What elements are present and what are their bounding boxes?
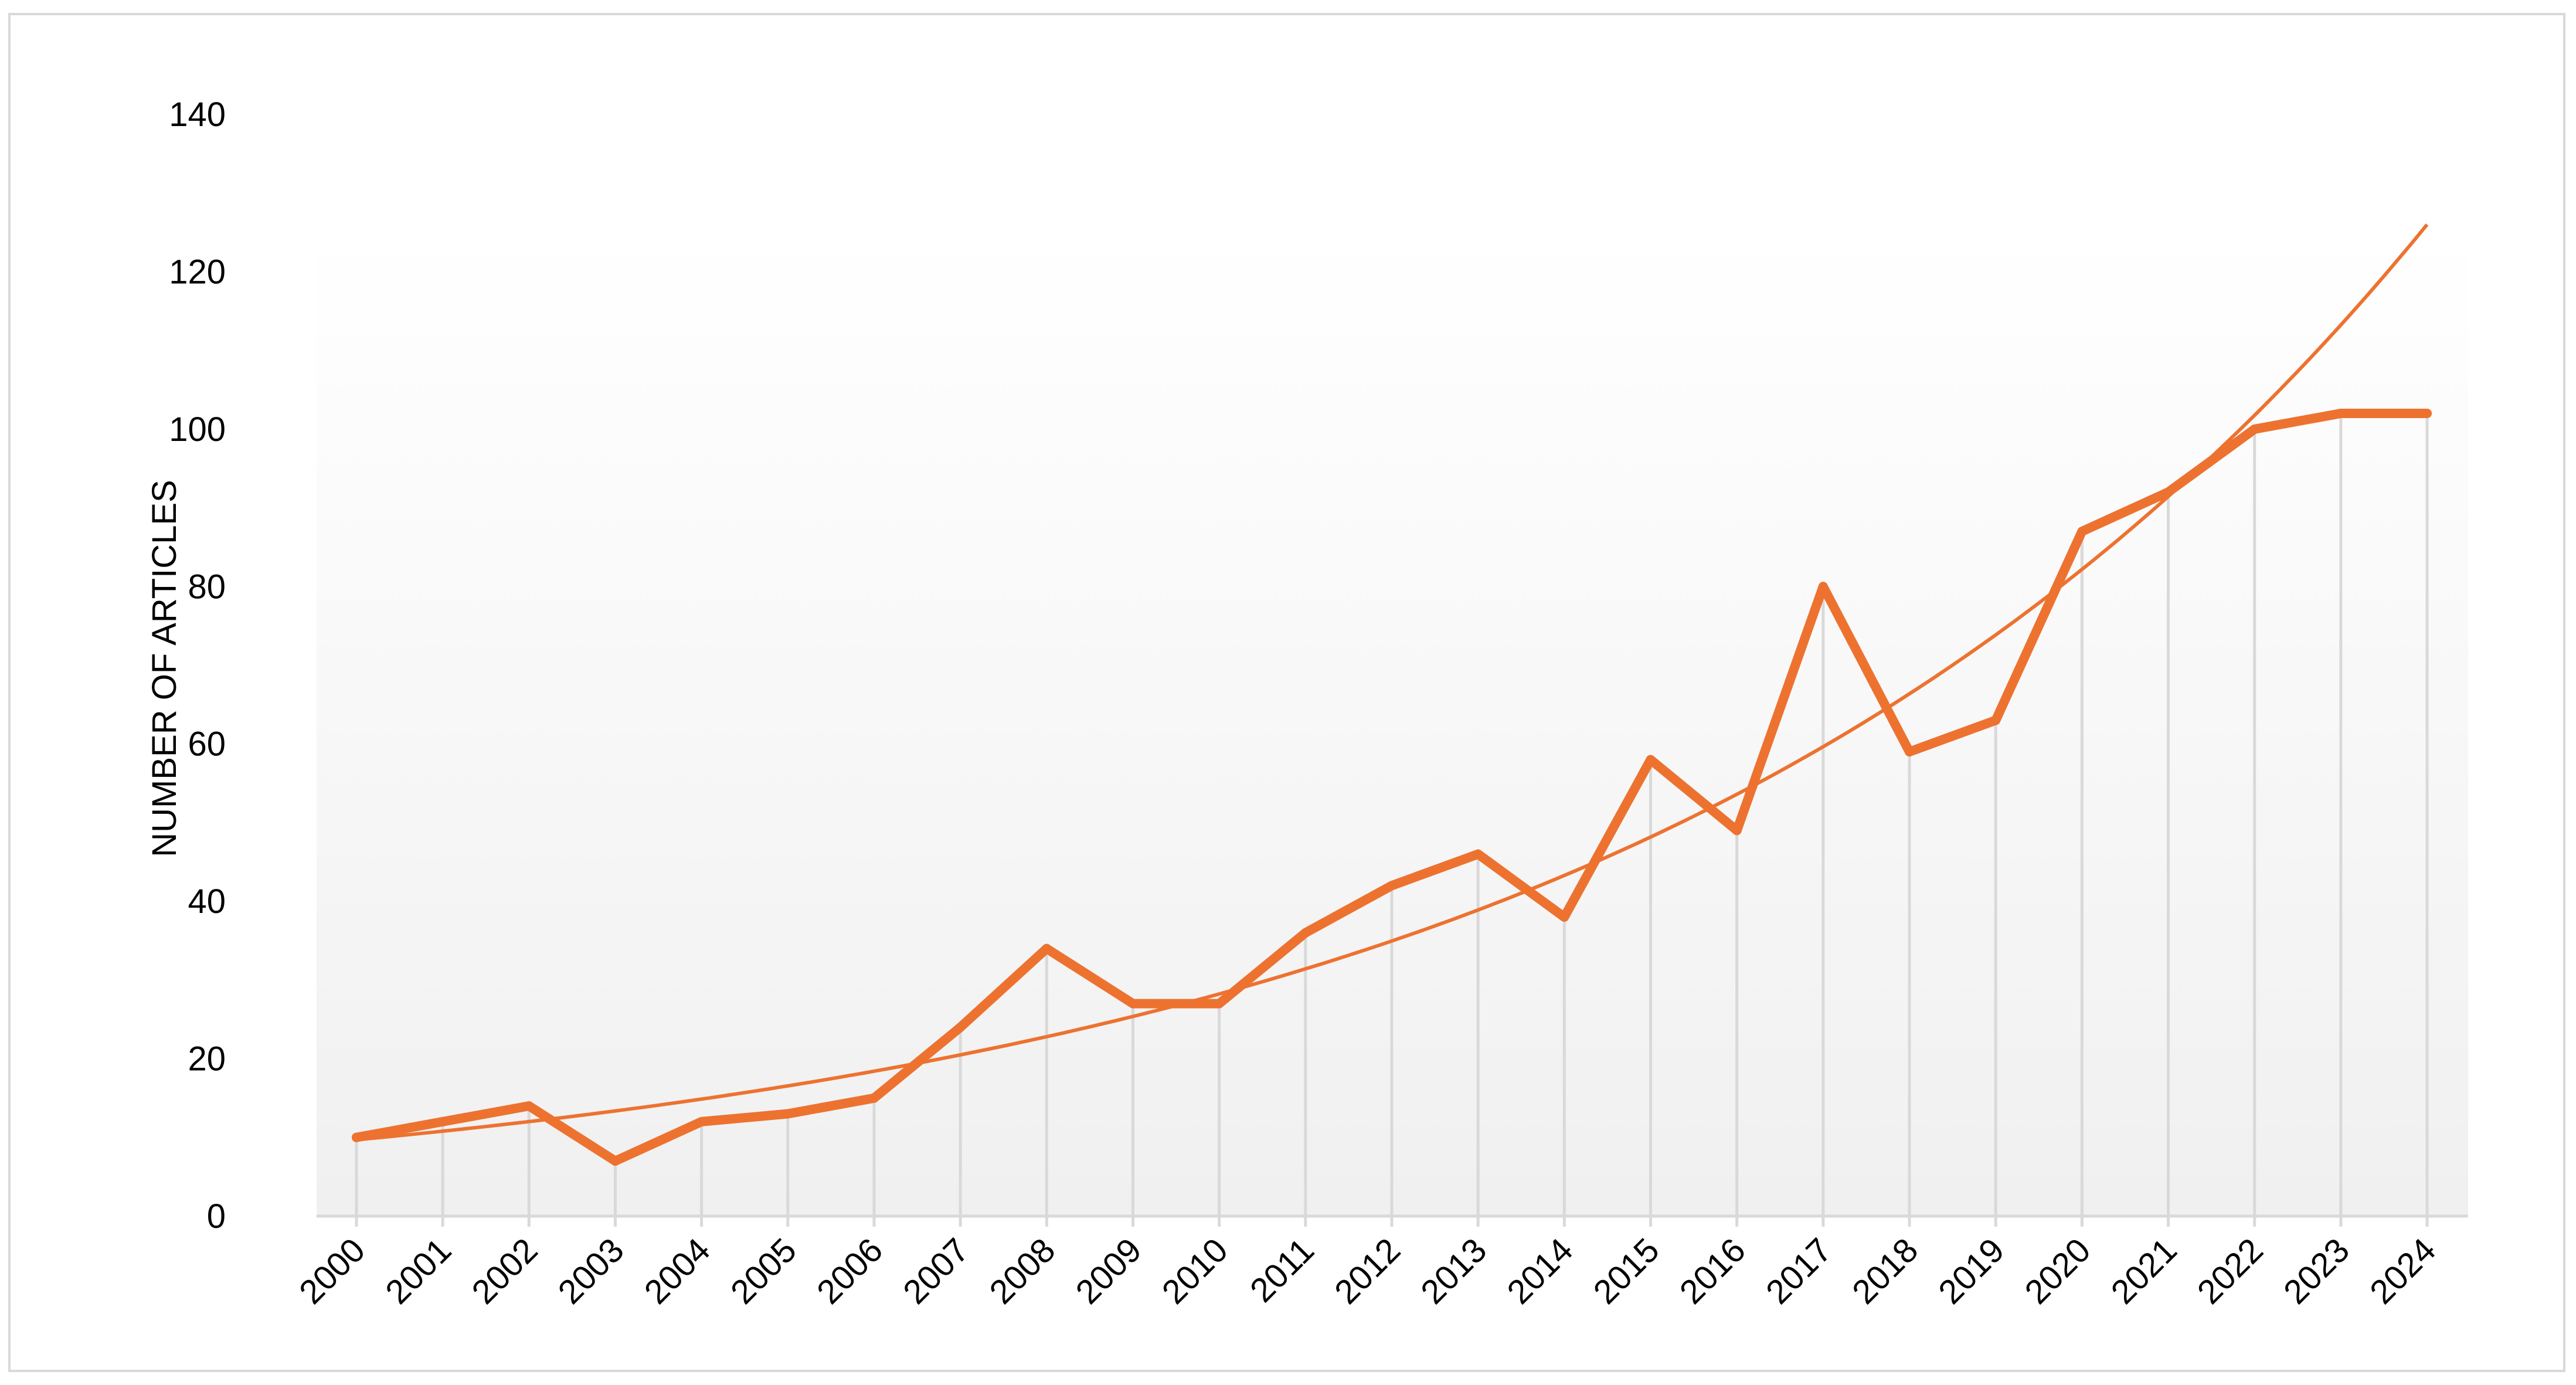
data-point: [438, 1116, 448, 1126]
drop-lines: [355, 413, 2429, 1216]
data-point: [956, 1022, 966, 1032]
data-point: [1387, 881, 1396, 891]
x-tick-label: 2016: [1673, 1231, 1753, 1311]
y-axis-ticks: 0 20 40 60 80 100 120 140: [169, 96, 226, 1235]
x-tick-label: 2000: [292, 1231, 372, 1311]
x-tick-label: 2002: [464, 1231, 545, 1311]
y-tick-label: 0: [207, 1197, 226, 1235]
data-point: [1128, 999, 1138, 1009]
data-point: [1732, 826, 1742, 836]
x-tick-label: 2010: [1155, 1231, 1235, 1311]
x-tick-label: 2012: [1327, 1231, 1408, 1311]
y-tick-label: 20: [188, 1040, 226, 1078]
x-tick-label: 2018: [1845, 1231, 1925, 1311]
x-tick-label: 2007: [896, 1231, 976, 1311]
data-point: [1559, 912, 1569, 922]
y-tick-label: 60: [188, 725, 226, 763]
x-tick-label: 2003: [550, 1231, 631, 1311]
x-tick-label: 2019: [1931, 1231, 2011, 1311]
x-tick-label: 2001: [378, 1231, 458, 1311]
x-tick-label: 2021: [2103, 1231, 2184, 1311]
x-tick-label: 2004: [637, 1231, 718, 1311]
data-point: [1818, 582, 1828, 592]
data-point: [1300, 928, 1310, 938]
data-point: [783, 1109, 793, 1119]
x-tick-label: 2017: [1759, 1231, 1839, 1311]
data-point: [2422, 409, 2432, 419]
y-tick-label: 80: [188, 568, 226, 606]
data-point: [1473, 849, 1483, 859]
data-point: [1214, 999, 1224, 1009]
x-tick-label: 2022: [2190, 1231, 2271, 1311]
x-tick-label: 2015: [1586, 1231, 1666, 1311]
data-point: [696, 1116, 706, 1126]
data-point: [1646, 755, 1656, 765]
data-point: [610, 1156, 620, 1166]
data-point: [2163, 487, 2173, 497]
data-point: [352, 1132, 361, 1142]
data-point: [1991, 715, 2001, 725]
data-point: [2249, 424, 2259, 434]
x-tick-label: 2008: [982, 1231, 1062, 1311]
x-tick-label: 2005: [723, 1231, 804, 1311]
data-point: [2336, 409, 2346, 419]
x-tick-label: 2024: [2363, 1231, 2443, 1311]
y-tick-label: 100: [169, 410, 226, 449]
y-tick-label: 40: [188, 882, 226, 921]
data-point: [2077, 527, 2087, 537]
data-point: [1905, 747, 1914, 757]
y-axis-title: NUMBER OF ARTICLES: [145, 480, 183, 857]
data-point: [1042, 943, 1052, 953]
x-axis-ticks: 2000 2001 2002 2003 2004 2005 2006 2007 2008 2009…: [292, 1216, 2443, 1311]
y-tick-label: 120: [169, 253, 226, 291]
x-tick-label: 2014: [1500, 1231, 1580, 1311]
data-point: [869, 1093, 879, 1103]
x-tick-label: 2009: [1068, 1231, 1148, 1311]
x-tick-label: 2011: [1243, 1231, 1321, 1309]
x-tick-label: 2006: [810, 1231, 890, 1311]
x-tick-label: 2013: [1413, 1231, 1494, 1311]
y-tick-label: 140: [169, 96, 226, 134]
x-tick-label: 2023: [2276, 1231, 2357, 1311]
data-point: [524, 1101, 534, 1111]
trendline: [356, 223, 2429, 1142]
x-tick-label: 2020: [2017, 1231, 2098, 1311]
series-points: [352, 409, 2432, 1166]
